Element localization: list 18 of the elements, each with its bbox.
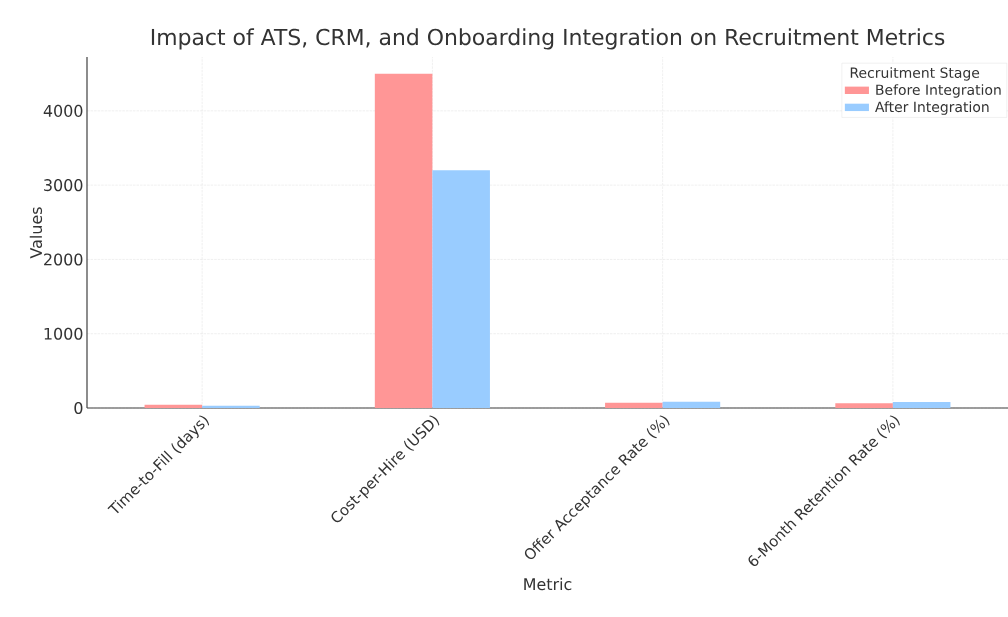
y-tick-label: 0 — [74, 401, 83, 415]
y-tick-label: 3000 — [44, 179, 83, 192]
legend-label: Before Integration — [876, 84, 1001, 98]
y-axis-title: Values — [29, 207, 43, 259]
legend-label: After Integration — [875, 101, 989, 115]
x-axis-title: Metric — [524, 577, 572, 591]
chart-title: Impact of ATS, CRM, and Onboarding Integration on Recruitment Metrics — [151, 28, 945, 50]
bar — [835, 403, 893, 408]
y-tick-label: 2000 — [44, 253, 83, 266]
bar — [432, 170, 490, 408]
bar — [892, 402, 951, 408]
bar — [374, 73, 433, 408]
bar — [662, 401, 721, 408]
bar — [605, 402, 663, 408]
y-tick-label: 4000 — [43, 104, 83, 117]
y-tick-label: 1000 — [44, 327, 83, 340]
bar — [202, 405, 260, 408]
legend-title: Recruitment Stage — [850, 67, 980, 81]
